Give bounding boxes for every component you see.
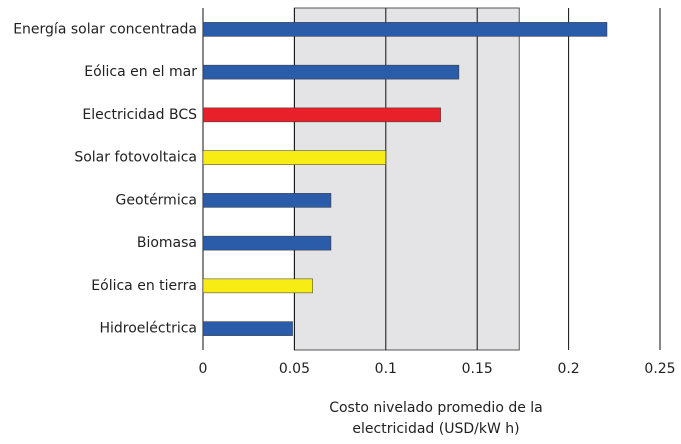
x-tick-label: 0.1: [375, 361, 397, 377]
x-tick-label: 0: [199, 361, 208, 377]
bar: [202, 193, 332, 208]
y-tick-label: Eólica en tierra: [91, 278, 197, 294]
y-tick-label: Geotérmica: [116, 192, 197, 208]
bar: [202, 64, 460, 80]
y-tick-label: Biomasa: [137, 235, 197, 251]
shaded-range: [293, 7, 520, 351]
bar: [202, 278, 313, 294]
x-tick-label: 0.25: [644, 361, 675, 377]
x-tick-label: 0.05: [279, 361, 310, 377]
bar: [202, 107, 441, 123]
chart: 0 0.05 0.1 0.15 0.2 0.25 Energía solar concent…: [13, 7, 676, 377]
y-tick-label: Energía solar concentrada: [13, 21, 197, 37]
y-tick-label: Electricidad BCS: [82, 107, 197, 123]
x-tick-label: 0.2: [557, 361, 579, 377]
y-tick-label: Solar fotovoltaica: [74, 150, 197, 166]
y-tick-label: Eólica en el mar: [84, 64, 197, 80]
bar: [202, 235, 332, 251]
x-tick-label: 0.15: [462, 361, 493, 377]
bar: [202, 321, 293, 336]
y-tick-label: Hidroeléctrica: [99, 321, 197, 337]
bar: [202, 22, 608, 37]
x-axis-label: Costo nivelado promedio de la electricid…: [329, 400, 543, 437]
bar: [202, 150, 387, 165]
